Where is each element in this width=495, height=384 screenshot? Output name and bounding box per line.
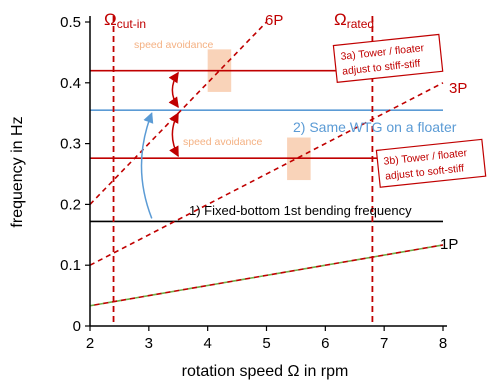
6p-label: 6P [265, 12, 283, 29]
fixed-bottom-label: 1) Fixed-bottom 1st bending frequency [189, 203, 412, 218]
rated-label: Ωrated [334, 10, 374, 31]
1p-label: 1P [440, 236, 458, 253]
3p-excitation-line [89, 82, 444, 266]
3p-label: 3P [449, 80, 467, 97]
y-tick-label: 0.4 [60, 75, 81, 92]
y-tick-label: 0.1 [60, 257, 81, 274]
floater-label: 2) Same WTG on a floater [293, 119, 457, 135]
x-tick-label: 3 [145, 335, 153, 352]
y-tick-label: 0.2 [60, 196, 81, 213]
x-tick-label: 4 [203, 335, 211, 352]
y-tick-label: 0 [73, 318, 81, 335]
speed-avoidance-label-1: speed avoidance [134, 39, 214, 51]
x-tick-label: 6 [321, 335, 329, 352]
y-tick-label: 0.5 [60, 14, 81, 31]
floater-shift-arrow [140, 112, 154, 219]
cut-in-label: Ωcut-in [104, 10, 146, 31]
stiff-stiff-callout: 3a) Tower / floater adjust to stiff-stif… [332, 33, 444, 83]
soft-adjust-arrow [169, 112, 179, 158]
y-axis-label: frequency in Hz [9, 116, 26, 227]
stiff-adjust-arrow [168, 71, 179, 109]
1p-excitation-line [89, 244, 444, 307]
x-axis-label: rotation speed Ω in rpm [182, 363, 349, 380]
x-tick-label: 5 [262, 335, 270, 352]
y-tick-label: 0.3 [60, 136, 81, 153]
x-tick-label: 8 [439, 335, 447, 352]
1p-excitation-line-overlay [89, 244, 444, 307]
soft-stiff-callout: 3b) Tower / floater adjust to soft-stiff [375, 138, 487, 188]
x-tick-label: 7 [380, 335, 388, 352]
speed-avoidance-label-2: speed avoidance [183, 136, 263, 148]
x-tick-label: 2 [86, 335, 94, 352]
